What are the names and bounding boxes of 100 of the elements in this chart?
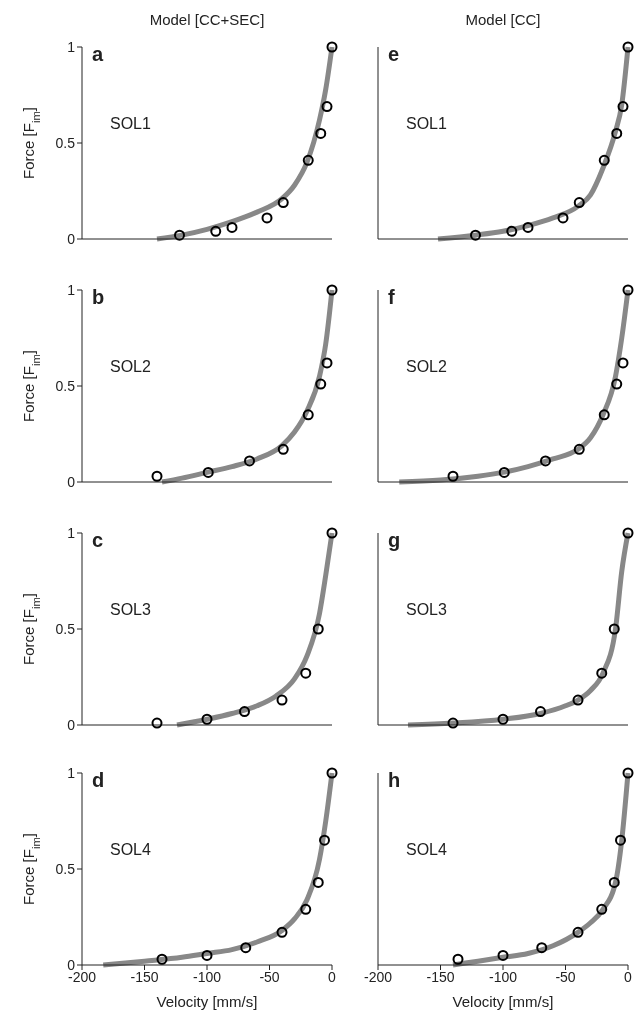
point (447, 470, 459, 482)
point (572, 926, 584, 938)
point (276, 694, 288, 706)
point (226, 221, 238, 233)
x-axis-title: Velocity [mm/s] (156, 993, 258, 1010)
point (319, 834, 330, 846)
y-tick-label: 0 (67, 473, 76, 490)
point (315, 127, 327, 139)
point (447, 717, 459, 729)
point (210, 225, 222, 237)
y-tick-label: 0.5 (55, 134, 76, 151)
annotation: d (92, 769, 105, 792)
point (302, 409, 314, 421)
point (573, 443, 585, 455)
annotation: SOL2 (406, 358, 447, 376)
point (277, 443, 289, 455)
chart-title: Model [CC] (464, 11, 542, 28)
point (540, 455, 551, 467)
point (315, 378, 327, 390)
y-tick-label: 1 (67, 38, 76, 55)
point (598, 154, 610, 166)
point (174, 229, 185, 241)
point (522, 221, 534, 233)
x-tick-label: -150 (130, 968, 159, 985)
point (312, 876, 324, 888)
y-tick-label: 0 (67, 716, 76, 733)
annotation: SOL3 (406, 601, 447, 619)
point (261, 212, 273, 224)
point (470, 229, 481, 241)
annotation: SOL1 (406, 115, 447, 133)
point (622, 41, 634, 53)
point (156, 953, 168, 965)
point (452, 953, 464, 965)
point (321, 101, 333, 113)
point (615, 834, 626, 846)
y-tick-label: 0 (67, 230, 76, 247)
annotation: SOL2 (110, 358, 151, 376)
annotation: f (388, 286, 395, 309)
point (622, 527, 634, 539)
point (596, 667, 608, 679)
point (326, 767, 338, 779)
point (240, 942, 252, 954)
point (573, 197, 585, 209)
annotation: SOL3 (110, 601, 151, 619)
annotation: h (388, 769, 401, 792)
annotation: SOL4 (406, 841, 447, 859)
x-tick-label: -50 (259, 968, 280, 985)
annotation: e (388, 43, 400, 66)
point (617, 101, 629, 113)
point (201, 713, 213, 725)
annotation: a (92, 43, 104, 66)
y-tick-label: 0 (67, 956, 76, 973)
x-tick-label: -100 (192, 968, 222, 985)
point (244, 455, 255, 467)
point (151, 717, 163, 729)
point (326, 284, 338, 296)
point (312, 623, 324, 635)
point (506, 225, 518, 237)
annotation: g (388, 529, 401, 552)
point (326, 527, 338, 539)
point (611, 127, 623, 139)
point (201, 949, 213, 961)
point (608, 623, 620, 635)
point (536, 942, 548, 954)
y-tick-label: 1 (67, 281, 76, 298)
point (497, 713, 509, 725)
point (617, 357, 629, 369)
annotation: b (92, 286, 105, 309)
point (498, 466, 510, 478)
point (276, 926, 288, 938)
point (202, 466, 214, 478)
point (622, 767, 634, 779)
y-tick-label: 0.5 (55, 620, 76, 637)
point (321, 357, 333, 369)
point (302, 154, 314, 166)
point (497, 949, 509, 961)
point (572, 694, 584, 706)
x-axis-title: Velocity [mm/s] (452, 993, 554, 1010)
y-tick-label: 0.5 (55, 860, 76, 877)
y-tick-label: 0.5 (55, 377, 76, 394)
y-tick-label: 1 (67, 524, 76, 541)
point (608, 876, 620, 888)
point (596, 903, 608, 915)
x-tick-label: -200 (363, 968, 393, 985)
x-tick-label: 0 (328, 968, 337, 985)
x-tick-label: -50 (555, 968, 576, 985)
point (326, 41, 338, 53)
y-tick-label: 1 (67, 764, 76, 781)
point (300, 667, 312, 679)
x-tick-label: -100 (488, 968, 518, 985)
annotation: SOL4 (110, 841, 151, 859)
x-tick-label: 0 (624, 968, 633, 985)
point (277, 197, 289, 209)
point (611, 378, 623, 390)
annotation: SOL1 (110, 115, 151, 133)
point (598, 409, 610, 421)
point (151, 470, 163, 482)
x-tick-label: -150 (426, 968, 455, 985)
point (622, 284, 634, 296)
point (300, 903, 312, 915)
